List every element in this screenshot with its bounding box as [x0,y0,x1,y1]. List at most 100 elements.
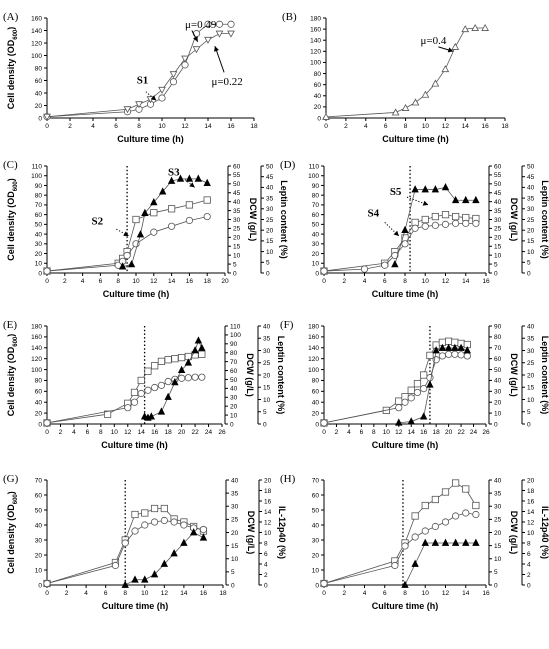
data-point-square [431,495,439,504]
data-point-triangle-filled [431,185,440,193]
data-point-circle [151,383,159,392]
x-axis-title: Culture time (h) [101,440,168,450]
data-point-circle [43,267,51,275]
y-tick-label: 180 [31,323,42,330]
y-tick-label: 50 [312,507,320,514]
y-tick-label: 110 [32,163,43,170]
data-point-triangle-filled [184,358,193,366]
right1-tick-label: 40 [230,386,238,393]
data-point-triangle-filled [203,178,211,186]
chart-panel: (C)0 2 4 6 8 10 12 14 16 18 2001020304050607080901… [3,159,289,299]
x-tick-label: 14 [462,123,470,130]
chart-panel: (A) 0 2 4 6 8 10 12 14 16 18 0 20 40 60 80 100 120 140 160 C… [3,11,258,144]
right2-tick-label: 0 [263,421,267,428]
data-point-triangle-filled [131,575,139,583]
y-tick-label: 140 [31,28,42,35]
data-point-square [137,376,145,385]
data-point-triangle-filled [127,260,136,268]
data-point-circle [203,212,211,221]
y-tick-label: 80 [35,65,43,72]
right1-tick-label: 20 [494,400,502,407]
right2-tick-label: 0 [527,421,531,428]
x-tick-label: 2 [344,123,348,130]
data-point-triangle-filled [150,198,158,206]
data-point-circle [445,350,453,358]
right2-tick-label: 20 [527,228,535,235]
data-point-triangle-filled [411,559,419,567]
right1-tick-label: 50 [494,367,502,374]
data-point-triangle-filled [160,559,169,567]
y-tick-label: 80 [312,192,320,199]
data-point-square [160,504,168,513]
data-point-circle [124,404,132,412]
data-point-circle [320,267,328,275]
x-tick-label: 10 [383,429,391,436]
right1-tick-label: 20 [230,403,238,410]
x-axis-title: Culture time (h) [102,601,169,611]
right2-tick-label: 16 [264,498,272,505]
right2-tick-label: 20 [264,477,272,484]
right1-tick-label: 15 [231,543,239,550]
data-point-triangle-filled [420,412,428,420]
annotation-arrow-head [193,36,198,42]
annotation-label: S1 [137,75,149,87]
right2-axis-title: Leptin content (%) [540,180,549,259]
y-tick-label: 40 [312,400,320,407]
data-point-circle [184,374,192,382]
x-tick-label: 18 [204,278,212,285]
data-point-circle [421,527,429,535]
annotation-arrow-head [189,182,195,188]
data-point-square [445,337,453,345]
x-tick-label: 12 [395,429,403,436]
data-point-circle [198,373,206,381]
data-point-circle [215,20,224,28]
right1-tick-label: 55 [494,172,502,179]
right2-axis-title: Leptin content (%) [276,336,286,415]
right2-tick-label: 30 [527,206,535,213]
right1-tick-label: 15 [494,543,502,550]
y-tick-label: 110 [309,163,320,170]
x-tick-label: 10 [158,123,166,130]
data-point-triangle-filled [407,417,415,425]
right1-tick-label: 0 [494,421,498,428]
right1-tick-label: 40 [494,378,502,385]
x-tick-label: 26 [218,429,226,436]
data-point-triangle-filled [171,377,179,386]
right2-tick-label: 5 [527,409,531,416]
y-tick-label: 90 [35,183,43,190]
data-point-triangle-filled [451,343,459,351]
data-point-triangle-filled [441,538,450,546]
x-tick-label: 8 [372,429,376,436]
right1-tick-label: 60 [233,163,241,170]
y-tick-label: 60 [35,492,43,499]
data-point-circle [150,518,159,526]
annotation-arrow-line [184,179,196,188]
y-tick-label: 180 [308,323,319,330]
data-point-circle [123,251,131,260]
y-tick-label: 50 [35,507,43,514]
y-tick-label: 0 [315,270,319,277]
x-tick-label: 12 [442,123,450,130]
right1-tick-label: 5 [231,569,235,576]
data-point-square [157,357,166,365]
data-point-triangle-filled [157,407,166,415]
chart-panel: (D)0 2 4 6 8 10 12 14 16010203040506070809010011… [280,159,549,299]
data-point-circle [43,579,51,588]
right2-tick-label: 35 [266,195,274,202]
data-point-triangle-filled [462,195,470,204]
x-tick-label: 14 [138,429,146,436]
data-point-square [150,504,159,513]
x-tick-label: 0 [45,278,49,285]
x-axis-title: Culture time (h) [372,601,439,611]
y-tick-label: 60 [314,82,322,89]
data-point-triangle-filled [438,343,447,351]
y-tick-label: 40 [35,90,43,97]
y-tick-label: 20 [312,552,320,559]
y-tick-label: 20 [314,104,322,111]
data-point-circle [185,216,193,225]
x-tick-label: 6 [383,278,387,285]
y-tick-label: 0 [317,115,321,122]
data-point-circle [431,522,439,531]
right2-tick-label: 25 [263,360,271,367]
right1-tick-label: 20 [494,235,502,242]
